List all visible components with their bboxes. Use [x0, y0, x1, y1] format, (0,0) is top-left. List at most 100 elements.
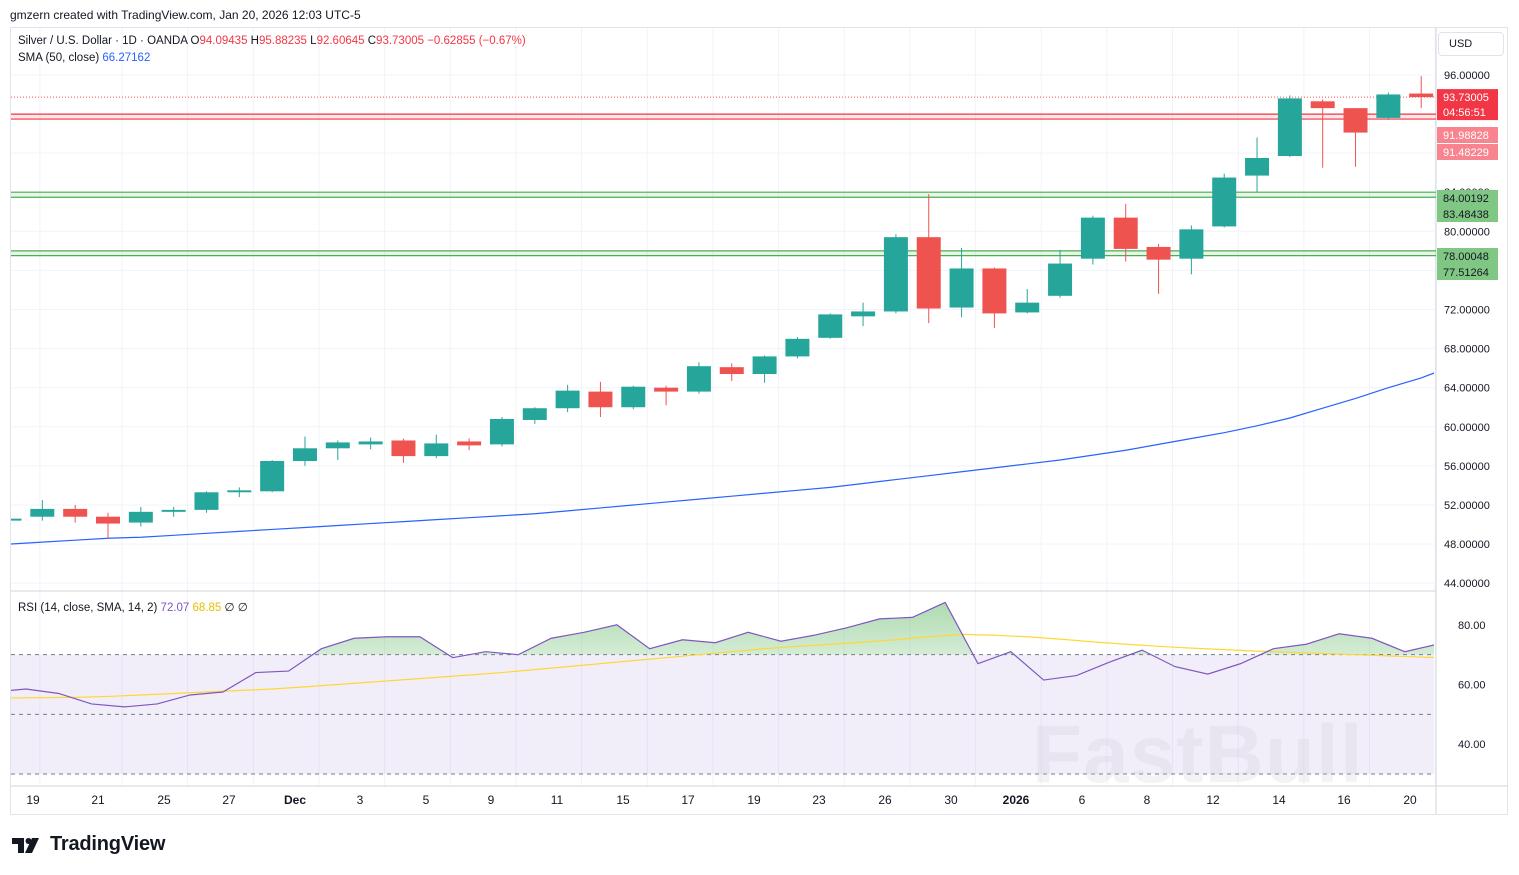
time-tick-label: 8: [1144, 793, 1151, 807]
time-tick-label: 9: [488, 793, 495, 807]
sma-legend[interactable]: SMA (50, close) 66.27162: [18, 52, 150, 64]
candle-body: [621, 386, 646, 408]
candle-body: [588, 391, 613, 408]
chart-caption: gmzern created with TradingView.com, Jan…: [10, 8, 361, 22]
rsi-sma-line: [11, 633, 1434, 699]
support-level-badge: 84.00192: [1437, 190, 1498, 206]
candles-group: [11, 76, 1434, 539]
tradingview-logo-icon: [12, 837, 39, 853]
candle-body: [785, 338, 810, 357]
sma-value: 66.27162: [102, 52, 151, 64]
time-tick-label: 12: [1206, 793, 1220, 807]
chart-frame: [10, 27, 1508, 815]
time-tick-label: Dec: [284, 793, 306, 807]
time-tick-label: 16: [1337, 793, 1351, 807]
high-label: H: [250, 35, 259, 47]
resistance-level-badge-bg: [1437, 127, 1498, 143]
candle-body: [522, 408, 547, 420]
candle-body: [292, 448, 317, 462]
candle-body: [1409, 93, 1434, 98]
price-tick-label: 80.00000: [1444, 226, 1490, 238]
price-tick-label: 52.00000: [1444, 500, 1490, 512]
time-tick-label: 14: [1272, 793, 1286, 807]
support-level-band: [11, 250, 1436, 256]
candle-body: [555, 390, 580, 409]
support-level-badge-text: 78.00048: [1443, 251, 1489, 263]
countdown-badge-bg: [1437, 104, 1498, 121]
candle-body: [1277, 98, 1302, 157]
candle-body: [30, 508, 55, 517]
time-tick-label: 30: [944, 793, 958, 807]
candle-body: [227, 490, 252, 493]
candle-body: [1146, 246, 1171, 260]
candle-body: [194, 492, 219, 510]
price-tick-label: 72.00000: [1444, 305, 1490, 317]
candle-body: [1245, 157, 1270, 176]
candle-body: [883, 237, 908, 312]
candle-body: [95, 516, 120, 524]
price-tick-label: 68.00000: [1444, 344, 1490, 356]
candle-body: [391, 440, 416, 457]
price-tick-label: 56.00000: [1444, 461, 1490, 473]
candle-body: [1343, 108, 1368, 133]
candle-body: [1310, 101, 1335, 109]
tradingview-brand-text: TradingView: [50, 833, 166, 855]
time-tick-label: 20: [1403, 793, 1417, 807]
last-price-badge-text: 93.73005: [1443, 92, 1489, 104]
resistance-level-badge-text: 91.48229: [1443, 147, 1489, 159]
time-tick-label: 23: [812, 793, 826, 807]
resistance-level-badge: 91.98828: [1437, 127, 1498, 143]
time-tick-label: 21: [91, 793, 105, 807]
price-legend: Silver / U.S. Dollar · 1D · OANDA O94.09…: [18, 35, 526, 47]
support-level-band: [11, 192, 1436, 198]
time-tick-label: 19: [26, 793, 40, 807]
time-tick-label: 15: [616, 793, 630, 807]
rsi-sma-value: 68.85: [192, 602, 222, 614]
rsi-label: RSI (14, close, SMA, 14, 2): [18, 602, 158, 614]
candle-body: [63, 508, 88, 517]
low-label: L: [310, 35, 317, 47]
time-tick-label: 19: [747, 793, 761, 807]
open-label: O: [190, 35, 200, 47]
candle-body: [752, 356, 777, 375]
currency-selector[interactable]: USD: [1438, 32, 1504, 56]
tradingview-brand[interactable]: TradingView: [12, 833, 165, 856]
candle-body: [489, 418, 514, 445]
time-tick-label: 6: [1079, 793, 1086, 807]
candle-body: [358, 441, 383, 445]
price-tick-label: 96.00000: [1444, 70, 1490, 82]
high-value: 95.88235: [258, 35, 307, 47]
candle-body: [1113, 217, 1138, 249]
change-value: −0.62855 (−0.67%): [427, 35, 526, 47]
time-tick-label: 3: [357, 793, 364, 807]
symbol-label[interactable]: Silver / U.S. Dollar · 1D · OANDA: [18, 35, 188, 47]
sma-label: SMA (50, close): [18, 52, 100, 64]
candle-body: [1048, 263, 1073, 296]
time-tick-label: 26: [878, 793, 892, 807]
candle-body: [457, 441, 482, 446]
candle-body: [325, 442, 350, 449]
rsi-legend[interactable]: RSI (14, close, SMA, 14, 2) 72.07 68.85 …: [18, 600, 248, 614]
support-level-badge-bg: [1437, 264, 1498, 280]
time-tick-label: 2026: [1003, 793, 1030, 807]
time-tick-label: 5: [423, 793, 430, 807]
rsi-overbought-fill: [312, 602, 1434, 655]
support-level-badge-bg: [1437, 190, 1498, 206]
price-tick-label: 44.00000: [1444, 578, 1490, 590]
time-tick-label: 17: [681, 793, 695, 807]
candle-body: [1015, 302, 1040, 313]
watermark-text: FastBull: [1032, 709, 1364, 800]
support-level-badge: 78.00048: [1437, 248, 1498, 264]
rsi-extra: ∅ ∅: [224, 602, 248, 614]
price-tick-label: 48.00000: [1444, 539, 1490, 551]
time-tick-label: 11: [551, 793, 564, 807]
last-price-badge: 93.73005: [1437, 89, 1498, 106]
close-value: 93.73005: [376, 35, 425, 47]
candle-body: [719, 367, 744, 375]
candle-body: [1179, 229, 1204, 259]
candle-body: [424, 443, 449, 457]
low-value: 92.60645: [316, 35, 365, 47]
resistance-level-badge: 91.48229: [1437, 144, 1498, 160]
candle-body: [916, 237, 941, 309]
